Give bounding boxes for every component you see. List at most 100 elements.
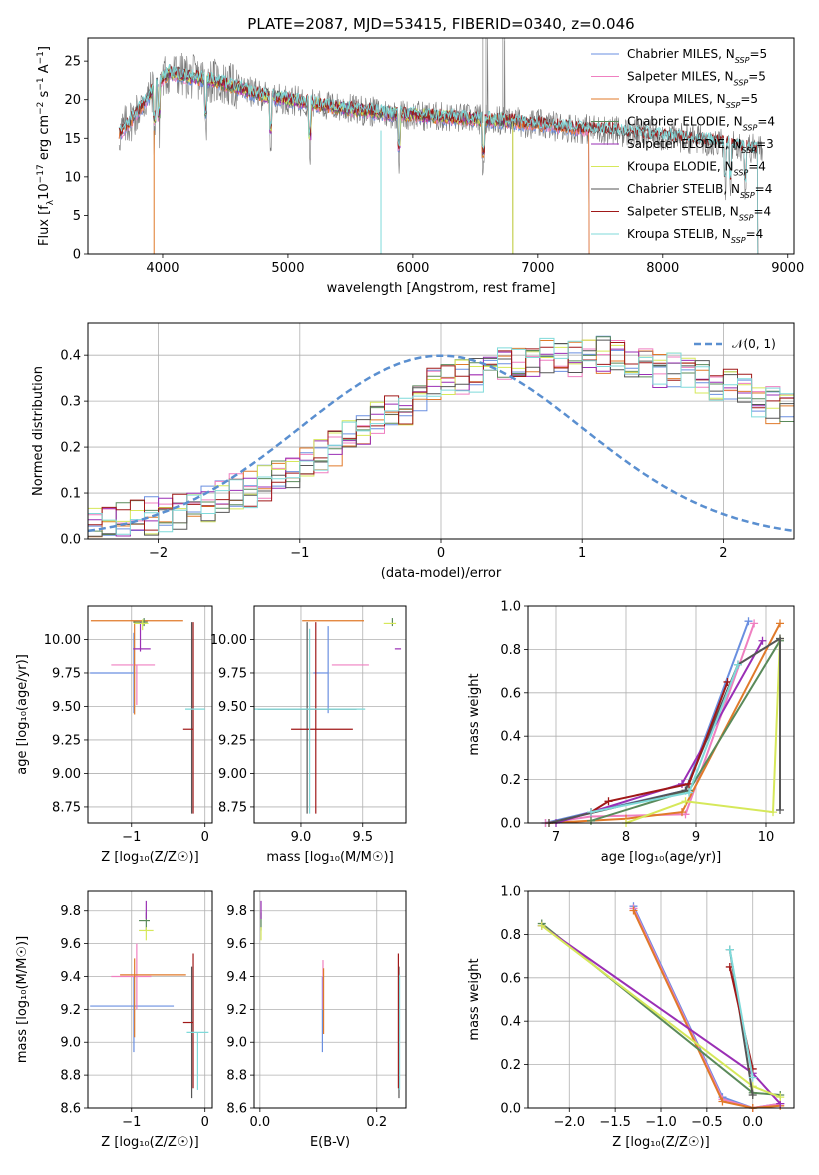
y-tick-label: 0.0 (500, 817, 521, 832)
y-tick-label: 9.00 (218, 767, 247, 782)
errorbar-salpeter-miles (111, 664, 156, 706)
y-tick-label: 8.75 (52, 800, 81, 815)
y-tick-label: 8.8 (226, 1069, 247, 1084)
data-point-marker (758, 636, 767, 645)
data-point-marker (537, 921, 546, 930)
x-tick-label: 8 (622, 830, 630, 845)
model-spectrum-kroupa-stelib (118, 64, 759, 254)
data-point-marker (750, 619, 759, 628)
x-tick-label: −1 (122, 1115, 141, 1130)
y-tick-label: 10 (64, 170, 81, 185)
normal-reference-curve (88, 354, 794, 533)
y-tick-label: 9.50 (218, 700, 247, 715)
x-axis-label: E(B-V) (310, 1135, 350, 1150)
y-tick-label: 9.2 (60, 1003, 81, 1018)
y-tick-label: 0.8 (500, 928, 521, 943)
data-point-marker (587, 808, 595, 817)
legend-label: Kroupa ELODIE, NSSP=4 (627, 160, 766, 178)
errorbar-kroupa-miles (90, 620, 183, 715)
legend-label: Salpeter MILES, NSSP=5 (627, 70, 766, 88)
series-line-kroupa-elodie (625, 638, 781, 824)
y-axis-label: mass weight (467, 958, 482, 1040)
errorbar-chabrier-elodie (139, 912, 150, 931)
legend-subscript: SSP (740, 191, 755, 200)
legend-suffix: =4 (748, 160, 766, 174)
x-tick-label: 9.5 (352, 830, 373, 845)
y-tick-label: 0.4 (500, 1015, 521, 1030)
y-tick-label: 0 (73, 248, 81, 263)
histograms (88, 335, 794, 538)
x-tick-label: 9 (692, 830, 700, 845)
x-tick-label: 7000 (521, 261, 554, 276)
x-tick-label: 8000 (646, 261, 679, 276)
y-axis-label: mass [log₁₀(M/M☉)] (15, 936, 30, 1063)
y-tick-label: 9.6 (60, 937, 81, 952)
x-axis-label: wavelength [Angstrom, rest frame] (327, 281, 556, 296)
data-point-marker (685, 788, 693, 797)
weight-lines (541, 617, 784, 827)
y-axis-label: age [log₁₀(age/yr)] (15, 654, 30, 775)
plot-frame (87, 37, 795, 255)
plot-frame (253, 890, 407, 1109)
y-tick-label: 0.1 (60, 487, 81, 502)
histogram-salpeter-stelib (88, 342, 794, 531)
x-tick-label: 5000 (271, 261, 304, 276)
y-tick-label: 0.2 (500, 773, 521, 788)
data-point-marker (681, 797, 690, 806)
data-point-marker (748, 1090, 757, 1099)
x-axis-label: age [log₁₀(age/yr)] (601, 850, 722, 865)
y-tick-label: 0.4 (500, 730, 521, 745)
y-axis-label: Normed distribution (31, 366, 46, 496)
legend-suffix: =5 (748, 70, 766, 84)
x-tick-label: −2.0 (553, 1115, 585, 1130)
legend-subscript: SSP (734, 168, 749, 177)
y-tick-label: 1.0 (500, 600, 521, 615)
data-point-marker (734, 660, 742, 669)
legend-label: Chabrier STELIB, NSSP=4 (627, 182, 772, 200)
x-axis-label: Z [log₁₀(Z/Z☉)] (101, 850, 198, 865)
mass-weight-vs-metallicity-panel: −2.0 −1.5 −1.0 −0.5 0.0 0.0 0.2 0.4 0.6 0.8 1.0 Z [… (467, 885, 795, 1150)
y-tick-label: 9.2 (226, 1003, 247, 1018)
legend-suffix: =4 (755, 182, 773, 196)
error-bars (254, 618, 402, 814)
data-point-marker (776, 634, 784, 643)
y-tick-label: 10.00 (210, 633, 247, 648)
legend-suffix: =4 (757, 115, 775, 129)
plot-frame (253, 605, 407, 824)
y-axis-label: mass weight (467, 673, 482, 755)
model-spectrum-kroupa-miles (118, 68, 590, 254)
y-tick-label: 15 (64, 132, 81, 147)
legend-suffix: =5 (740, 92, 758, 106)
mass-vs-extinction-panel: 0.0 0.2 8.6 8.8 9.0 9.2 9.4 9.6 9.8 E(B-V) (226, 890, 407, 1150)
data-point-marker (776, 805, 784, 814)
legend-label: Chabrier ELODIE, NSSP=4 (627, 115, 775, 133)
x-tick-label: 0.0 (742, 1115, 763, 1130)
y-tick-label: 8.8 (60, 1069, 81, 1084)
y-tick-label: 1.0 (500, 885, 521, 900)
y-tick-label: 9.4 (226, 970, 247, 985)
data-point-marker (769, 808, 777, 817)
error-bars (260, 900, 401, 1099)
data-point-marker (718, 1097, 727, 1106)
mass-vs-metallicity-panel: −1 0 8.6 8.8 9.0 9.2 9.4 9.6 9.8 Z [log₁₀(Z/Z☉)] m… (15, 890, 213, 1150)
data-point-marker (748, 1073, 757, 1082)
data-point-marker (744, 617, 753, 626)
y-tick-label: 0.2 (60, 441, 81, 456)
legend-subscript: SSP (735, 56, 750, 65)
data-point-marker (604, 797, 613, 806)
y-tick-label: 9.8 (226, 904, 247, 919)
x-tick-label: 7 (552, 830, 560, 845)
legend-subscript: SSP (741, 146, 756, 155)
errorbar-kroupa-miles (120, 958, 186, 1038)
y-tick-label: 9.75 (52, 666, 81, 681)
y-tick-label: 0.4 (60, 349, 81, 364)
x-tick-label: 9.0 (291, 830, 312, 845)
residuals-panel: −2 −1 0 1 2 0.0 0.1 0.2 0.3 0.4 (data-model)/error… (31, 322, 795, 581)
y-tick-label: 9.25 (218, 733, 247, 748)
y-tick-label: 9.00 (52, 767, 81, 782)
legend-label: 𝒩(0, 1) (732, 337, 776, 351)
errorbar-kroupa-stelib (186, 1031, 209, 1090)
legend-subscript: SSP (734, 78, 749, 87)
legend-suffix: =3 (756, 137, 774, 151)
data-point-marker (629, 906, 638, 915)
